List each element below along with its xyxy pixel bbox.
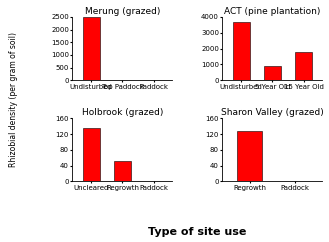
Bar xyxy=(237,131,262,182)
Title: Sharon Valley (grazed): Sharon Valley (grazed) xyxy=(221,108,324,117)
Text: Type of site use: Type of site use xyxy=(148,227,247,237)
Bar xyxy=(83,17,100,80)
Title: Holbrook (grazed): Holbrook (grazed) xyxy=(82,108,163,117)
Bar xyxy=(295,52,312,80)
Title: Merung (grazed): Merung (grazed) xyxy=(85,7,160,16)
Text: Rhizobial density (per gram of soil): Rhizobial density (per gram of soil) xyxy=(9,32,18,167)
Bar xyxy=(83,128,100,182)
Bar xyxy=(264,66,281,80)
Bar xyxy=(233,22,250,80)
Title: ACT (pine plantation): ACT (pine plantation) xyxy=(224,7,320,16)
Bar xyxy=(114,161,131,182)
